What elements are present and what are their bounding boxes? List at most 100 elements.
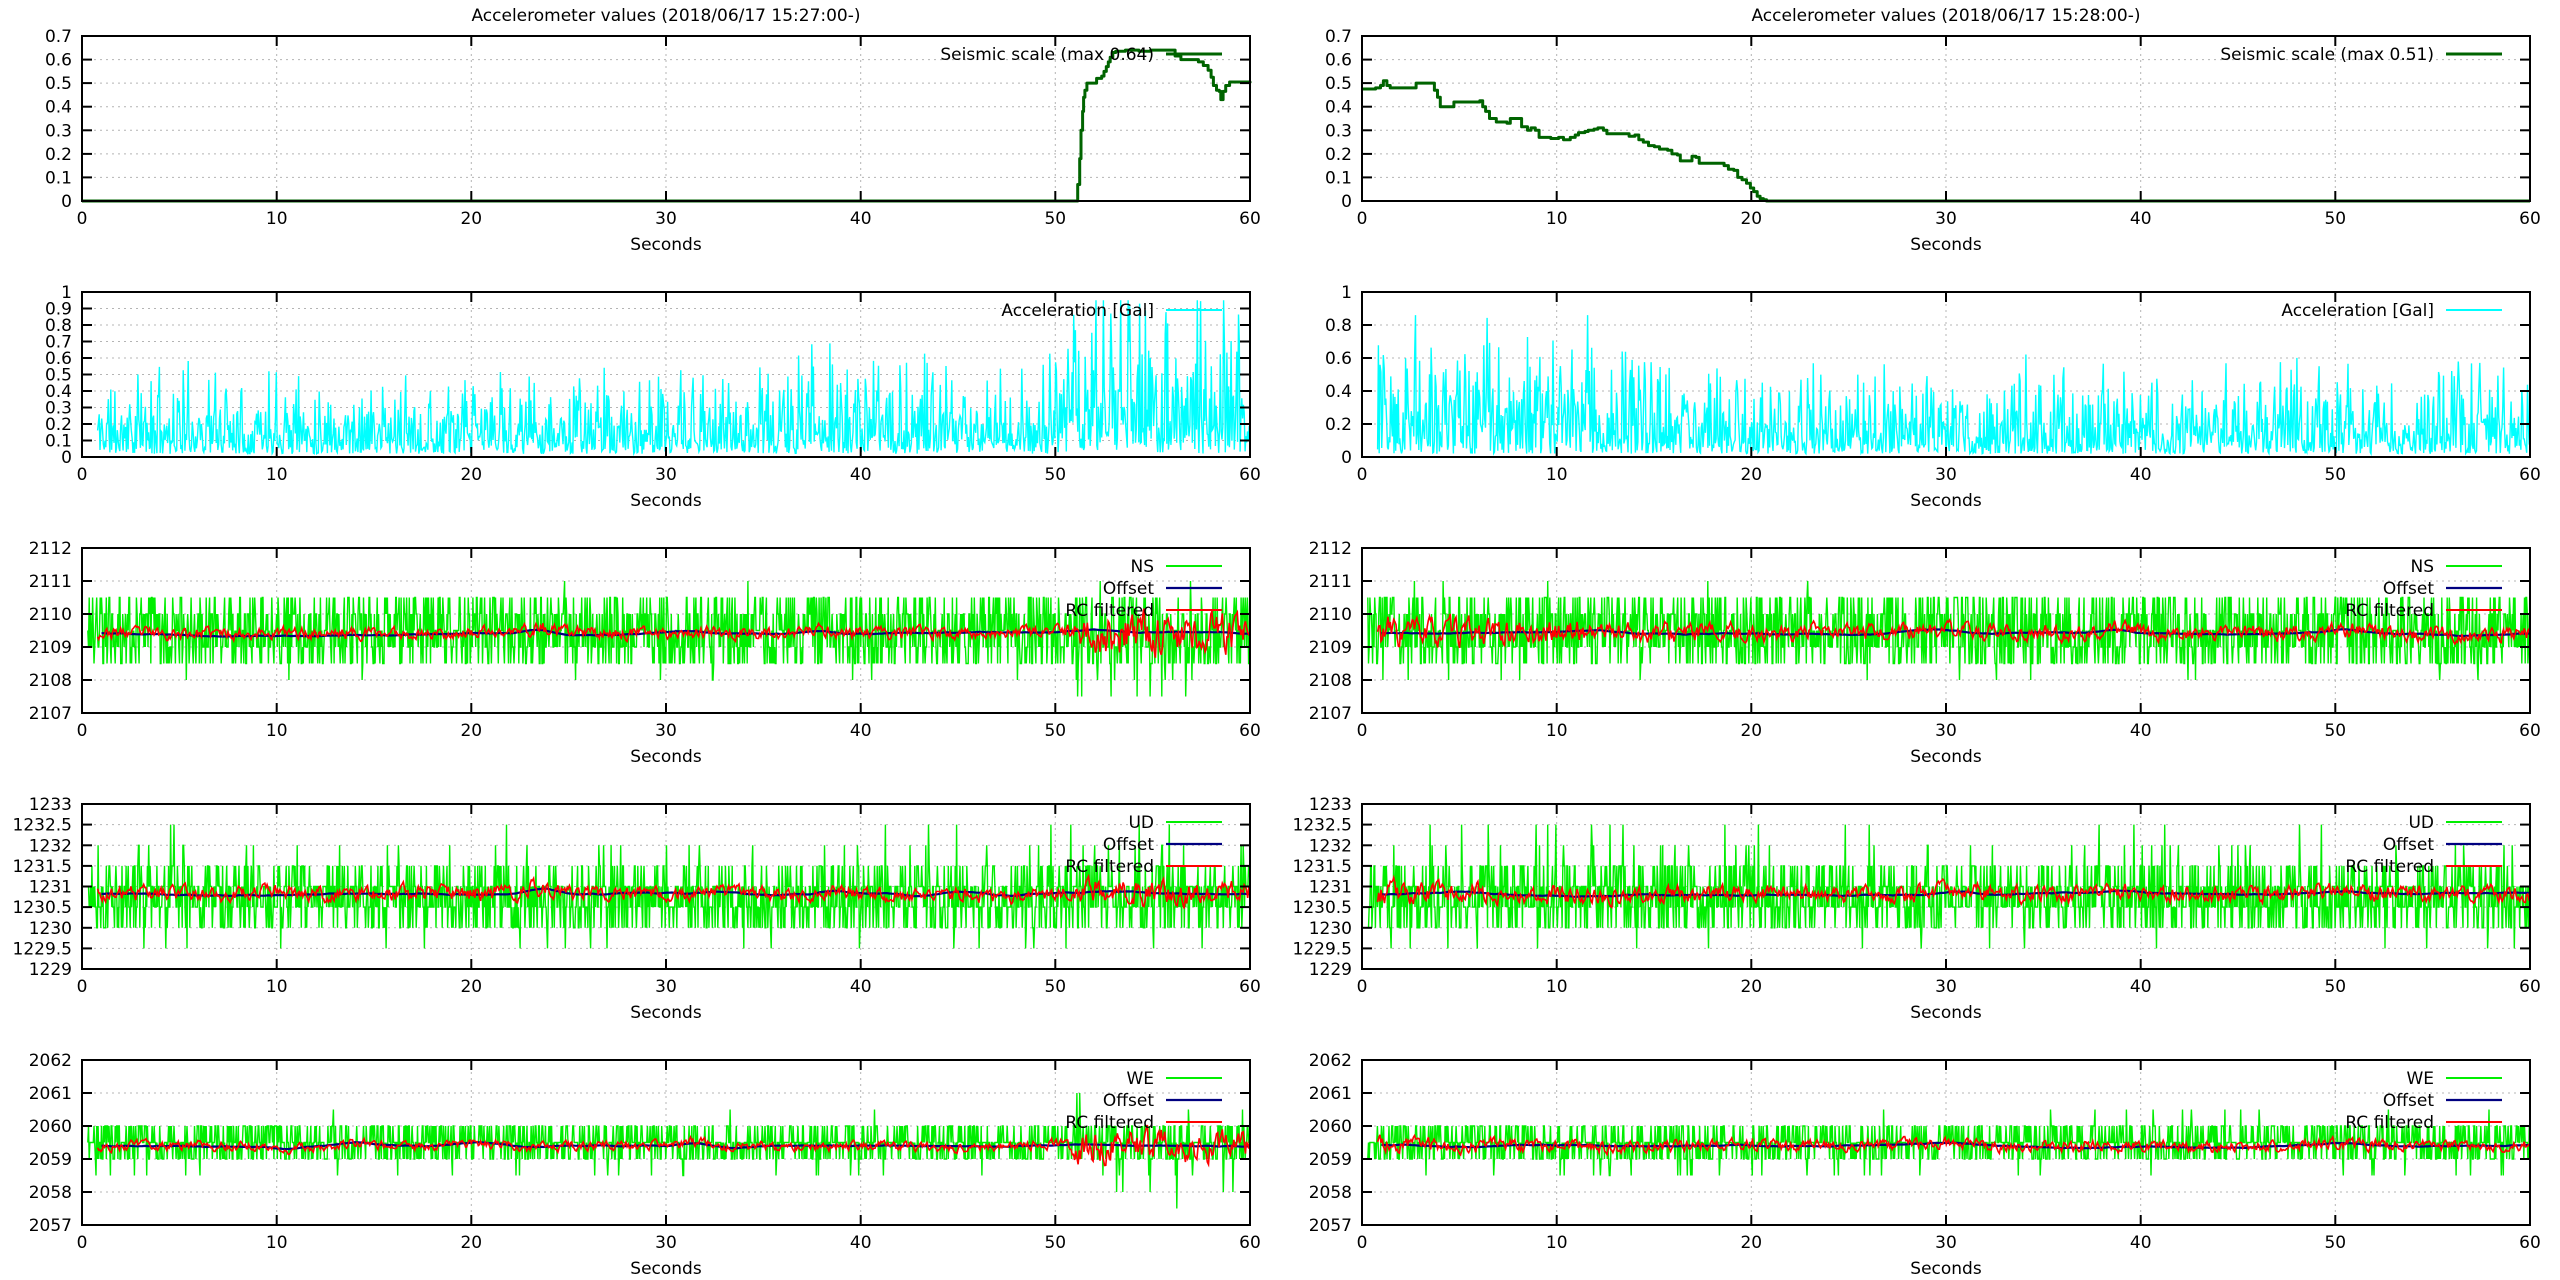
plot-border-and-ticks bbox=[81, 1059, 1251, 1226]
x-axis-title: Seconds bbox=[630, 747, 702, 767]
svg-text:50: 50 bbox=[1044, 209, 1066, 229]
svg-text:0.6: 0.6 bbox=[1325, 349, 1352, 369]
y-axis-labels: 0 0.1 0.2 0.3 0.4 0.5 0.6 0.7 bbox=[45, 27, 72, 212]
svg-text:40: 40 bbox=[2130, 209, 2152, 229]
svg-text:0.5: 0.5 bbox=[45, 74, 72, 94]
svg-text:0: 0 bbox=[1357, 209, 1368, 229]
svg-text:1229: 1229 bbox=[1309, 960, 1352, 980]
legend-label-we: WE bbox=[1126, 1069, 1154, 1089]
x-axis-labels: 0 10 20 30 40 50 60 bbox=[77, 209, 1261, 229]
x-axis-labels: 0 10 20 30 40 50 60 bbox=[77, 721, 1261, 741]
svg-text:0: 0 bbox=[77, 209, 88, 229]
svg-text:50: 50 bbox=[1044, 465, 1066, 485]
svg-text:2060: 2060 bbox=[1309, 1117, 1352, 1137]
svg-text:0.4: 0.4 bbox=[45, 98, 72, 118]
chart-cell-ud-1527: 0 10 20 30 40 50 60 1229 1229.5 1230 1230.5 1231 123… bbox=[0, 768, 1280, 1024]
svg-text:0: 0 bbox=[1357, 977, 1368, 997]
svg-text:30: 30 bbox=[655, 209, 677, 229]
svg-text:10: 10 bbox=[266, 209, 288, 229]
svg-text:0: 0 bbox=[77, 977, 88, 997]
svg-text:30: 30 bbox=[655, 977, 677, 997]
x-axis-labels: 0 10 20 30 40 50 60 bbox=[1357, 465, 2541, 485]
svg-text:20: 20 bbox=[460, 721, 482, 741]
svg-text:1233: 1233 bbox=[1309, 795, 1352, 815]
svg-text:10: 10 bbox=[266, 1233, 288, 1253]
x-axis-title: Seconds bbox=[630, 235, 702, 255]
chart-cell-acceleration-1527: 0 10 20 30 40 50 60 0 0.1 0.2 0.3 0.4 0.5 0.6 0.7 0.8 0.… bbox=[0, 256, 1280, 512]
svg-text:60: 60 bbox=[1239, 209, 1261, 229]
chart-ns-1528: 0 10 20 30 40 50 60 2107 2108 2109 2110 2111 2112 Sec… bbox=[1309, 539, 2541, 767]
x-axis-title: Seconds bbox=[1910, 1259, 1982, 1279]
svg-text:10: 10 bbox=[1546, 209, 1568, 229]
x-axis-labels: 0 10 20 30 40 50 60 bbox=[77, 977, 1261, 997]
x-axis-title: Seconds bbox=[630, 491, 702, 511]
svg-text:40: 40 bbox=[2130, 977, 2152, 997]
svg-text:20: 20 bbox=[460, 1233, 482, 1253]
series-rc-filtered bbox=[1376, 874, 2531, 909]
svg-text:0.8: 0.8 bbox=[45, 316, 72, 336]
svg-text:0.6: 0.6 bbox=[1325, 51, 1352, 71]
series-ud bbox=[1367, 824, 2530, 949]
svg-text:1230: 1230 bbox=[29, 919, 72, 939]
series-we bbox=[1367, 1109, 2531, 1177]
svg-text:10: 10 bbox=[266, 465, 288, 485]
svg-text:2107: 2107 bbox=[29, 704, 72, 724]
svg-text:0: 0 bbox=[61, 192, 72, 212]
svg-text:0.1: 0.1 bbox=[45, 432, 72, 452]
svg-text:2061: 2061 bbox=[1309, 1084, 1352, 1104]
svg-text:0.2: 0.2 bbox=[1325, 145, 1352, 165]
legend-label-offset: Offset bbox=[1103, 1091, 1154, 1111]
svg-text:0.4: 0.4 bbox=[1325, 98, 1352, 118]
chart-we-1527: 0 10 20 30 40 50 60 2057 2058 2059 2060 2061 2062 Sec… bbox=[29, 1051, 1261, 1279]
chart-cell-ud-1528: 0 10 20 30 40 50 60 1229 1229.5 1230 1230.5 1231 123… bbox=[1280, 768, 2560, 1024]
svg-text:0.2: 0.2 bbox=[1325, 415, 1352, 435]
svg-text:10: 10 bbox=[1546, 1233, 1568, 1253]
svg-text:30: 30 bbox=[655, 721, 677, 741]
plot-border-and-ticks bbox=[81, 803, 1251, 970]
svg-text:0.3: 0.3 bbox=[45, 121, 72, 141]
svg-text:40: 40 bbox=[2130, 465, 2152, 485]
legend-label-seismic-scale-max-0-64: Seismic scale (max 0.64) bbox=[940, 45, 1154, 65]
y-axis-labels: 2057 2058 2059 2060 2061 2062 bbox=[1309, 1051, 1352, 1236]
svg-text:1231.5: 1231.5 bbox=[13, 857, 72, 877]
chart-ns-1527: 0 10 20 30 40 50 60 2107 2108 2109 2110 2111 2112 Sec… bbox=[29, 539, 1261, 767]
grid-lines bbox=[82, 36, 1250, 201]
svg-text:60: 60 bbox=[1239, 977, 1261, 997]
svg-text:40: 40 bbox=[2130, 1233, 2152, 1253]
svg-text:60: 60 bbox=[1239, 465, 1261, 485]
svg-text:0.5: 0.5 bbox=[45, 366, 72, 386]
series-rc-filtered bbox=[96, 873, 1251, 909]
svg-text:0.7: 0.7 bbox=[45, 27, 72, 47]
x-axis-labels: 0 10 20 30 40 50 60 bbox=[1357, 977, 2541, 997]
x-axis-title: Seconds bbox=[630, 1259, 702, 1279]
x-axis-labels: 0 10 20 30 40 50 60 bbox=[77, 465, 1261, 485]
legend-label-offset: Offset bbox=[1103, 835, 1154, 855]
svg-text:40: 40 bbox=[850, 1233, 872, 1253]
svg-text:60: 60 bbox=[2519, 1233, 2541, 1253]
svg-text:40: 40 bbox=[850, 209, 872, 229]
svg-text:10: 10 bbox=[1546, 465, 1568, 485]
svg-text:30: 30 bbox=[1935, 1233, 1957, 1253]
x-axis-title: Seconds bbox=[1910, 491, 1982, 511]
svg-text:20: 20 bbox=[1740, 721, 1762, 741]
plot-border-and-ticks bbox=[81, 547, 1251, 714]
chart-cell-ns-1527: 0 10 20 30 40 50 60 2107 2108 2109 2110 2111 2112 Sec… bbox=[0, 512, 1280, 768]
svg-text:2109: 2109 bbox=[1309, 638, 1352, 658]
svg-text:2062: 2062 bbox=[29, 1051, 72, 1071]
grid-lines bbox=[1362, 292, 2530, 457]
svg-text:0: 0 bbox=[77, 1233, 88, 1253]
svg-text:1229.5: 1229.5 bbox=[13, 939, 72, 959]
svg-text:2062: 2062 bbox=[1309, 1051, 1352, 1071]
legend-label-offset: Offset bbox=[2383, 835, 2434, 855]
x-axis-title: Seconds bbox=[630, 1003, 702, 1023]
svg-text:1232: 1232 bbox=[1309, 836, 1352, 856]
legend-label-rc-filtered: RC filtered bbox=[2345, 1113, 2434, 1133]
legend: Seismic scale (max 0.51) bbox=[2220, 45, 2502, 65]
chart-seismic-1528: 0 10 20 30 40 50 60 0 0.1 0.2 0.3 0.4 0.5 0.6 0.7 Secon… bbox=[1325, 6, 2541, 255]
svg-text:50: 50 bbox=[1044, 977, 1066, 997]
chart-seismic-1527: 0 10 20 30 40 50 60 0 0.1 0.2 0.3 0.4 0.5 0.6 0.7 Secon… bbox=[45, 6, 1261, 255]
svg-text:0: 0 bbox=[1357, 721, 1368, 741]
